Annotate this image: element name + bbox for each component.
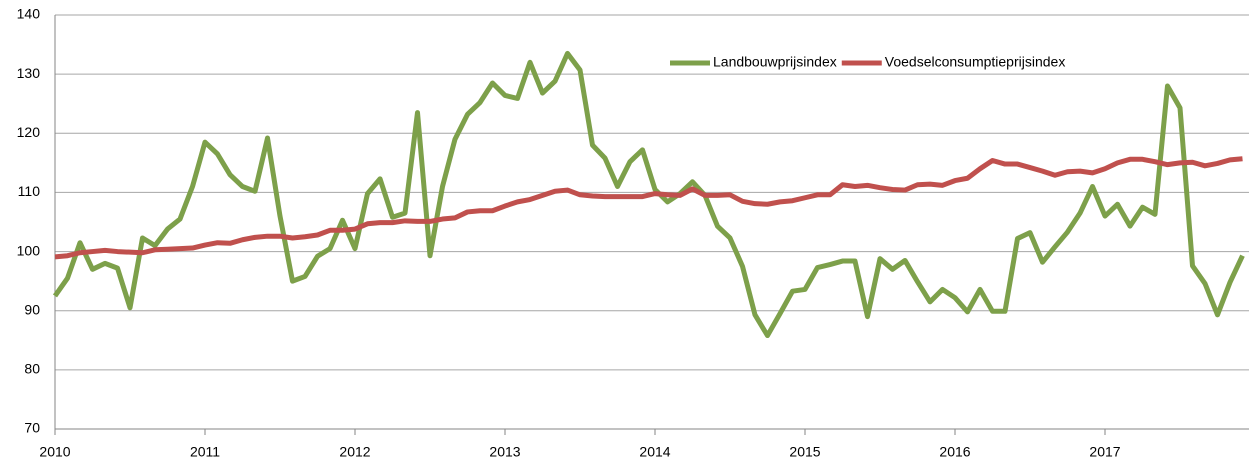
x-tick-label: 2012 (339, 444, 370, 460)
x-tick-label: 2010 (39, 444, 70, 460)
legend-label: Landbouwprijsindex (713, 54, 837, 70)
y-tick-label: 90 (24, 301, 40, 317)
y-tick-label: 120 (17, 124, 41, 140)
y-tick-label: 100 (17, 242, 41, 258)
y-tick-label: 130 (17, 65, 41, 81)
x-tick-label: 2016 (939, 444, 970, 460)
legend-label: Voedselconsumptieprijsindex (885, 54, 1066, 70)
series-line (52, 50, 1245, 339)
y-tick-label: 110 (18, 183, 41, 199)
x-tick-label: 2013 (489, 444, 520, 460)
y-tick-label: 140 (17, 6, 41, 22)
series-line (54, 156, 1243, 260)
y-tick-label: 80 (24, 361, 40, 377)
x-tick-label: 2015 (789, 444, 820, 460)
x-tick-label: 2017 (1089, 444, 1120, 460)
x-tick-label: 2014 (639, 444, 670, 460)
y-tick-label: 70 (24, 420, 40, 436)
x-tick-label: 2011 (190, 444, 220, 460)
